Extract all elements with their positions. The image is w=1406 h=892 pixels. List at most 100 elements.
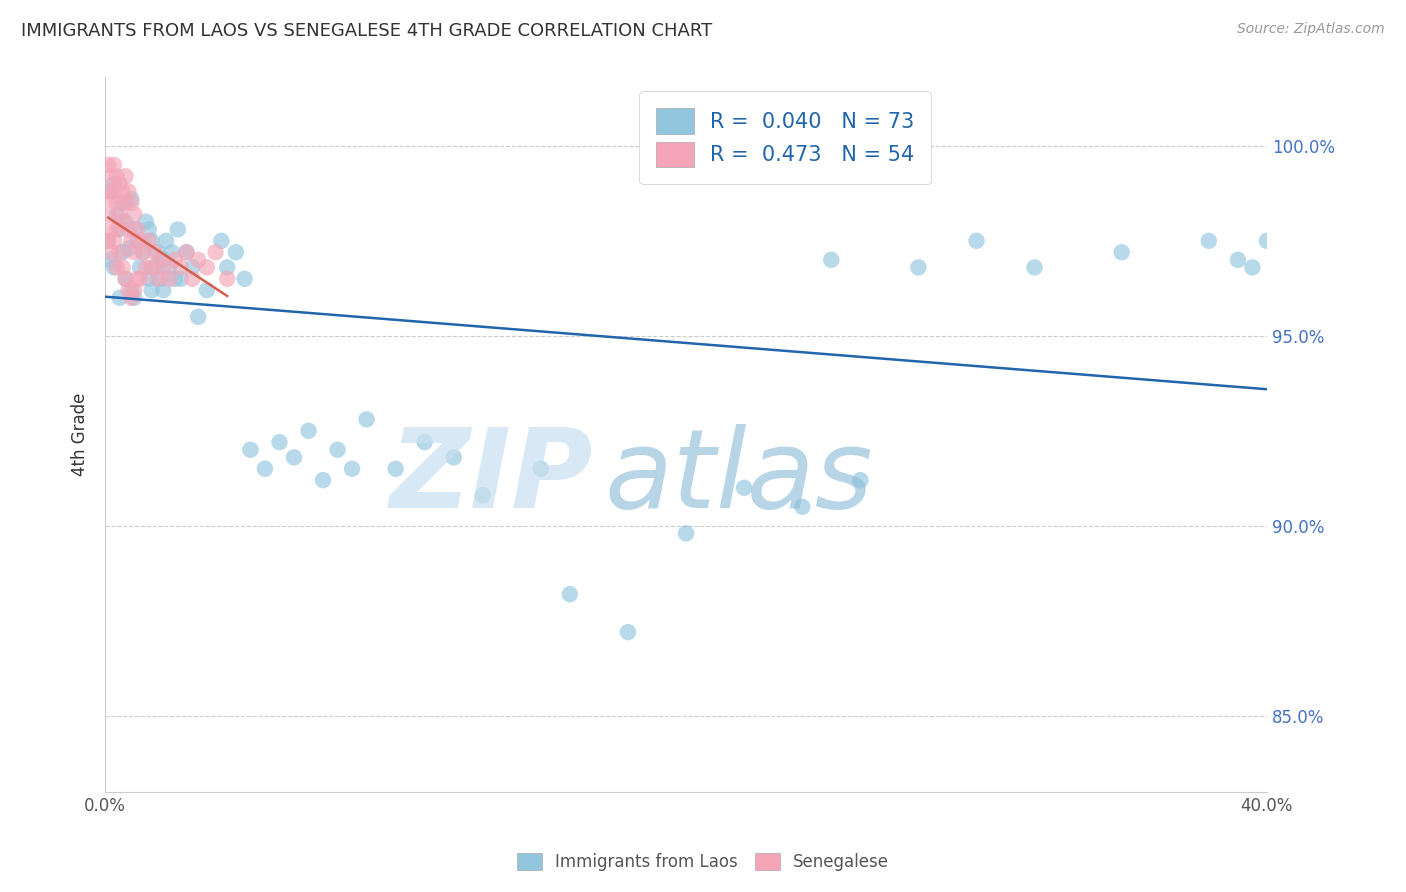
Point [187, 252, 209, 267]
Point [127, 234, 149, 248]
Point [157, 272, 180, 286]
Point [114, 272, 136, 286]
Y-axis label: 4th Grade: 4th Grade [72, 392, 89, 476]
Point [204, 245, 226, 260]
Point [413, 435, 436, 450]
Point [733, 481, 755, 495]
Point [233, 272, 256, 286]
Point [253, 462, 276, 476]
Point [163, 252, 186, 267]
Point [120, 291, 142, 305]
Point [558, 587, 581, 601]
Point [122, 283, 145, 297]
Point [111, 260, 134, 275]
Point [120, 234, 142, 248]
Point [129, 272, 152, 286]
Point [141, 283, 163, 297]
Point [97, 234, 120, 248]
Point [356, 412, 378, 426]
Point [127, 222, 149, 236]
Point [152, 260, 174, 275]
Point [155, 234, 177, 248]
Point [326, 442, 349, 457]
Point [100, 222, 122, 236]
Point [141, 234, 163, 248]
Point [1256, 234, 1278, 248]
Point [157, 260, 180, 275]
Point [471, 488, 494, 502]
Point [105, 260, 128, 275]
Point [129, 234, 152, 248]
Point [108, 207, 131, 221]
Point [209, 234, 232, 248]
Point [120, 283, 142, 297]
Point [149, 272, 172, 286]
Point [225, 245, 247, 260]
Point [97, 158, 120, 172]
Point [105, 222, 128, 236]
Point [312, 473, 335, 487]
Point [114, 195, 136, 210]
Point [141, 260, 163, 275]
Point [100, 169, 122, 184]
Point [100, 185, 122, 199]
Point [443, 450, 465, 465]
Point [217, 272, 239, 286]
Point [138, 234, 160, 248]
Point [120, 192, 142, 206]
Point [1198, 234, 1220, 248]
Point [105, 195, 128, 210]
Point [117, 241, 139, 255]
Point [127, 272, 149, 286]
Point [820, 252, 842, 267]
Point [170, 272, 193, 286]
Text: atlas: atlas [605, 424, 873, 531]
Point [108, 177, 131, 191]
Point [117, 283, 139, 297]
Point [283, 450, 305, 465]
Point [966, 234, 988, 248]
Point [122, 207, 145, 221]
Point [103, 234, 125, 248]
Legend: Immigrants from Laos, Senegalese: Immigrants from Laos, Senegalese [509, 845, 897, 880]
Text: ZIP: ZIP [389, 424, 593, 531]
Legend: R =  0.040   N = 73, R =  0.473   N = 54: R = 0.040 N = 73, R = 0.473 N = 54 [640, 91, 931, 184]
Point [152, 283, 174, 297]
Point [146, 245, 169, 260]
Text: IMMIGRANTS FROM LAOS VS SENEGALESE 4TH GRADE CORRELATION CHART: IMMIGRANTS FROM LAOS VS SENEGALESE 4TH G… [21, 22, 713, 40]
Point [195, 283, 218, 297]
Point [340, 462, 363, 476]
Point [152, 252, 174, 267]
Point [114, 272, 136, 286]
Point [120, 195, 142, 210]
Point [181, 272, 204, 286]
Point [111, 195, 134, 210]
Point [97, 185, 120, 199]
Point [297, 424, 319, 438]
Point [195, 260, 218, 275]
Point [163, 272, 186, 286]
Point [792, 500, 814, 514]
Point [111, 215, 134, 229]
Point [149, 252, 172, 267]
Point [143, 260, 166, 275]
Point [105, 169, 128, 184]
Point [129, 260, 152, 275]
Point [122, 245, 145, 260]
Point [105, 207, 128, 221]
Point [239, 442, 262, 457]
Point [160, 245, 183, 260]
Text: Source: ZipAtlas.com: Source: ZipAtlas.com [1237, 22, 1385, 37]
Point [146, 272, 169, 286]
Point [132, 245, 155, 260]
Point [176, 245, 198, 260]
Point [1024, 260, 1046, 275]
Point [114, 215, 136, 229]
Point [108, 245, 131, 260]
Point [108, 222, 131, 236]
Point [97, 207, 120, 221]
Point [100, 192, 122, 206]
Point [384, 462, 406, 476]
Point [166, 222, 188, 236]
Point [100, 245, 122, 260]
